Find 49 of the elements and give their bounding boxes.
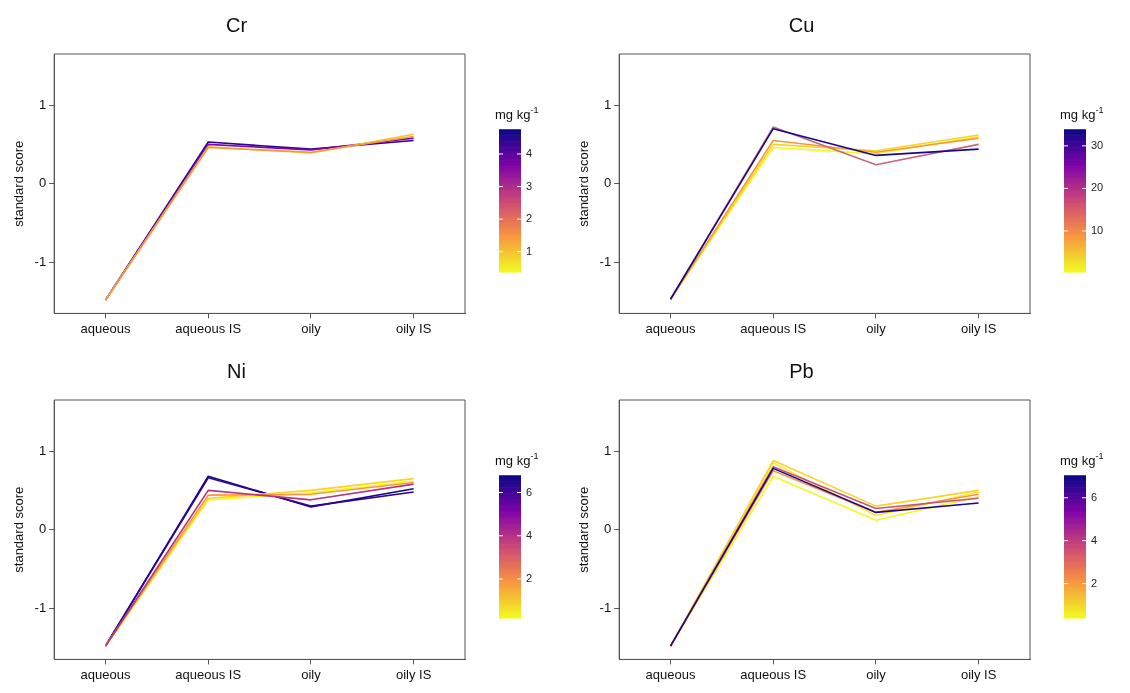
y-tick-label: -1 bbox=[599, 599, 612, 615]
color-bar-label: 1 bbox=[526, 244, 533, 257]
x-tick-label: aqueous IS bbox=[175, 666, 242, 682]
color-bar-label: 2 bbox=[526, 212, 533, 225]
color-bar-label: 2 bbox=[526, 572, 533, 585]
y-tick-label: 1 bbox=[38, 442, 47, 458]
y-tick-label: 0 bbox=[603, 175, 612, 191]
y-axis-title: standard score bbox=[11, 486, 27, 573]
color-bar-label: 4 bbox=[526, 147, 533, 160]
x-tick-label: oily bbox=[866, 320, 887, 336]
color-bar-label: 2 bbox=[1091, 576, 1098, 589]
color-bar-label: 4 bbox=[1091, 533, 1098, 546]
y-tick-label: 0 bbox=[603, 521, 612, 537]
y-tick-label: 0 bbox=[38, 175, 47, 191]
x-tick-label: oily IS bbox=[395, 666, 432, 682]
y-tick-label: 0 bbox=[38, 521, 47, 537]
y-tick-label: -1 bbox=[34, 253, 47, 269]
color-bar-label: 6 bbox=[1091, 490, 1098, 503]
x-tick-label: aqueous bbox=[80, 666, 131, 682]
color-bar-label: 6 bbox=[526, 485, 533, 498]
x-tick-label: aqueous bbox=[80, 320, 131, 336]
y-tick-label: -1 bbox=[599, 253, 612, 269]
chart-title: Cr bbox=[225, 13, 248, 36]
color-bar-label: 20 bbox=[1091, 181, 1104, 194]
chart-title: Pb bbox=[789, 359, 814, 382]
y-tick-label: 1 bbox=[38, 96, 47, 112]
x-tick-label: oily IS bbox=[960, 320, 997, 336]
y-axis-title: standard score bbox=[11, 140, 27, 227]
chart-title: Cu bbox=[788, 13, 815, 36]
x-tick-label: oily IS bbox=[395, 320, 432, 336]
y-tick-label: 1 bbox=[603, 96, 612, 112]
x-tick-label: aqueous bbox=[645, 666, 696, 682]
color-bar-label: 30 bbox=[1091, 138, 1104, 151]
x-tick-label: aqueous IS bbox=[740, 666, 807, 682]
y-tick-label: -1 bbox=[34, 599, 47, 615]
x-tick-label: oily bbox=[301, 666, 322, 682]
y-axis-title: standard score bbox=[576, 140, 592, 227]
x-tick-label: aqueous bbox=[645, 320, 696, 336]
color-bar-label: 3 bbox=[526, 179, 533, 192]
color-bar-label: 10 bbox=[1091, 224, 1104, 237]
x-tick-label: aqueous IS bbox=[740, 320, 807, 336]
x-tick-label: oily bbox=[866, 666, 887, 682]
color-bar-label: 4 bbox=[526, 528, 533, 541]
y-axis-title: standard score bbox=[576, 486, 592, 573]
y-tick-label: 1 bbox=[603, 442, 612, 458]
chart-title: Ni bbox=[227, 359, 246, 382]
x-tick-label: oily bbox=[301, 320, 322, 336]
x-tick-label: oily IS bbox=[960, 666, 997, 682]
x-tick-label: aqueous IS bbox=[175, 320, 242, 336]
